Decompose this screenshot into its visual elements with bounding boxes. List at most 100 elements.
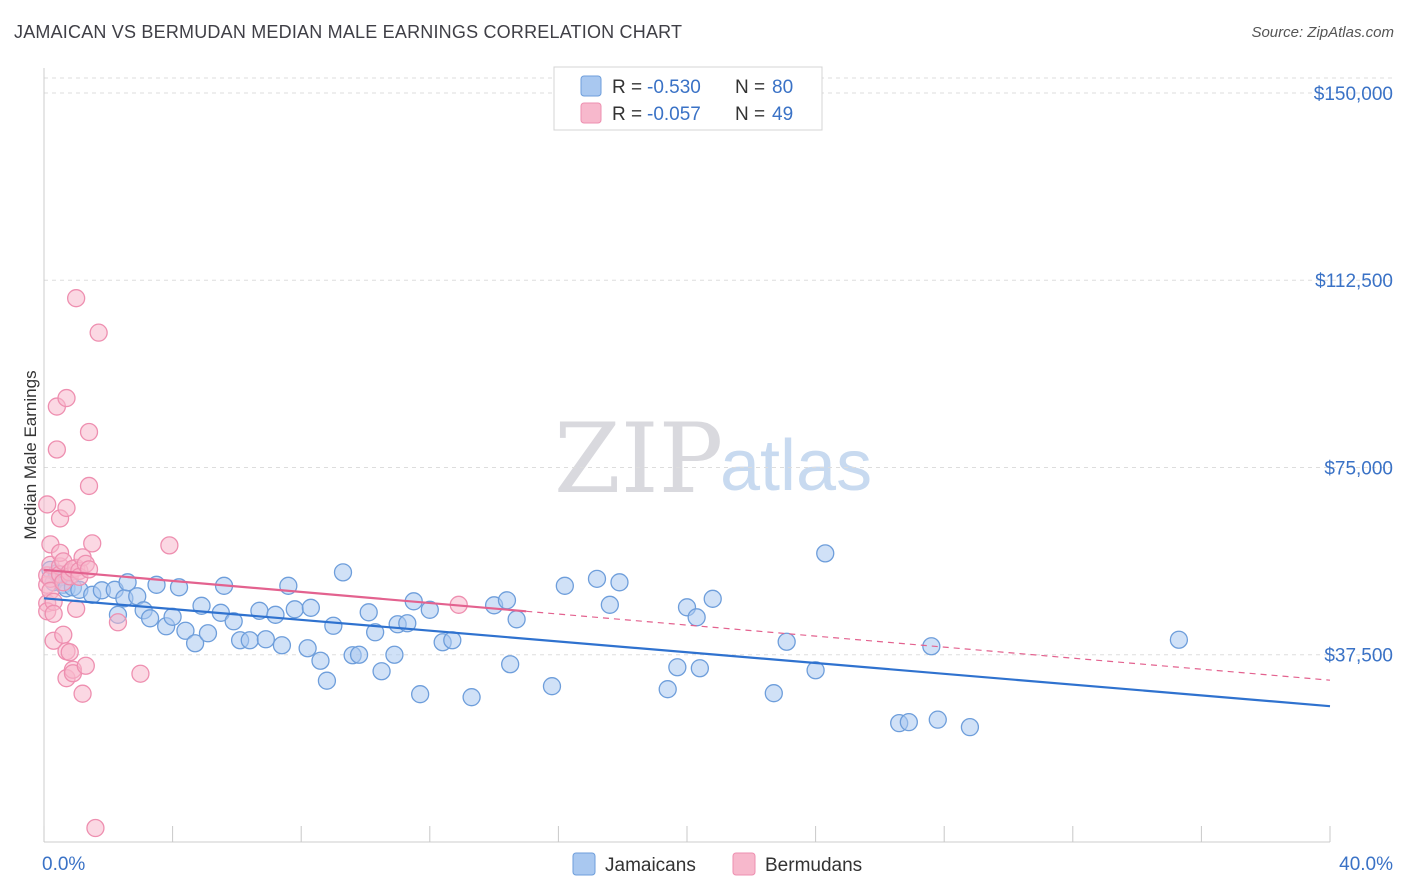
y-axis-label: Median Male Earnings	[21, 370, 40, 539]
chart-source: Source: ZipAtlas.com	[1251, 24, 1394, 41]
jamaican-point	[176, 621, 195, 640]
y-tick-label: $112,500	[1315, 271, 1393, 292]
jamaican-point	[256, 630, 275, 649]
y-tick-label: $75,000	[1324, 458, 1393, 479]
jamaican-point	[816, 544, 835, 563]
legend-r-label-bermudans: R =	[612, 104, 642, 125]
jamaican-point	[501, 655, 520, 674]
bermudan-point	[57, 498, 76, 518]
jamaican-point	[764, 684, 783, 703]
bermudan-point	[47, 440, 67, 459]
bermudan-point	[76, 656, 95, 675]
y-tick-label: $150,000	[1314, 84, 1393, 105]
x-tick-label-max: 40.0%	[1339, 854, 1393, 875]
legend-swatch-bermudans	[580, 102, 602, 124]
jamaican-point	[922, 637, 941, 656]
bermudan-point	[57, 388, 76, 408]
jamaican-point	[443, 631, 462, 650]
jamaican-point	[349, 645, 369, 664]
legend-bottom-swatch-bermudans	[732, 852, 756, 876]
jamaican-point	[285, 600, 304, 619]
legend-top: R = -0.530 N = 80 R = -0.057 N = 49	[553, 66, 823, 131]
jamaican-trend-line	[43, 597, 1331, 708]
watermark: ZIP atlas	[554, 403, 872, 515]
bermudan-point	[86, 818, 105, 838]
bermudan-point	[54, 625, 73, 644]
jamaican-point	[420, 600, 439, 619]
watermark-atlas: atlas	[720, 426, 872, 506]
bermudan-point	[83, 534, 102, 553]
x-tick-label-min: 0.0%	[42, 854, 85, 875]
jamaican-point	[411, 685, 430, 704]
jamaican-point	[1169, 630, 1189, 649]
jamaican-point	[690, 659, 710, 678]
chart-title: JAMAICAN VS BERMUDAN MEDIAN MALE EARNING…	[14, 22, 683, 42]
bermudan-point	[89, 323, 108, 342]
jamaican-point	[462, 688, 481, 707]
legend-n-label-jamaicans: N =	[735, 77, 765, 98]
jamaican-point	[298, 639, 317, 658]
axes	[43, 68, 1331, 843]
jamaican-point	[311, 651, 330, 670]
bermudan-trend-line	[43, 568, 527, 613]
bermudan-point	[131, 664, 150, 683]
legend-n-label-bermudans: N =	[735, 104, 765, 125]
legend-bottom: Jamaicans Bermudans	[572, 852, 862, 876]
bermudan-point	[38, 495, 57, 514]
bermudan-point	[79, 422, 99, 442]
trend-lines	[43, 568, 1331, 708]
jamaican-point	[777, 632, 796, 651]
jamaican-point	[372, 662, 391, 681]
jamaican-point	[266, 605, 285, 624]
bermudan-point	[67, 289, 86, 308]
jamaican-point	[658, 680, 677, 699]
jamaican-point	[507, 610, 526, 629]
jamaican-point	[960, 717, 980, 737]
bermudan-point	[73, 684, 92, 703]
legend-r-label-jamaicans: R =	[612, 77, 642, 98]
jamaican-point	[587, 569, 607, 588]
jamaican-point	[185, 634, 205, 653]
jamaican-point	[555, 576, 574, 595]
jamaican-point	[324, 616, 343, 635]
jamaican-point	[687, 608, 706, 627]
legend-n-value-bermudans: 49	[772, 104, 793, 125]
jamaican-point	[899, 713, 918, 732]
jamaican-point	[385, 645, 404, 664]
bermudan-trend-extension	[526, 610, 1331, 681]
legend-r-value-bermudans: -0.057	[647, 104, 701, 125]
grid-lines	[44, 77, 1394, 656]
legend-swatch-jamaicans	[580, 75, 602, 97]
jamaican-point	[169, 578, 189, 597]
jamaican-point	[198, 624, 218, 643]
y-tick-labels: $37,500 $75,000 $112,500 $150,000	[1314, 84, 1393, 667]
bermudan-point	[67, 599, 86, 618]
jamaican-point	[600, 595, 619, 614]
legend-r-value-jamaicans: -0.530	[647, 77, 701, 98]
jamaican-point	[224, 612, 243, 631]
bermudan-point	[79, 476, 99, 496]
data-points	[38, 289, 1189, 838]
legend-bottom-label-jamaicans: Jamaicans	[605, 855, 696, 876]
watermark-zip: ZIP	[554, 403, 723, 515]
jamaican-point	[240, 631, 259, 650]
jamaican-point	[333, 563, 353, 582]
jamaican-point	[806, 661, 825, 680]
legend-bottom-swatch-jamaicans	[572, 852, 596, 876]
jamaican-point	[272, 636, 292, 655]
bermudan-point	[108, 613, 128, 632]
jamaican-point	[140, 609, 160, 628]
jamaican-point	[610, 573, 629, 592]
jamaican-point	[703, 589, 722, 608]
legend-n-value-jamaicans: 80	[772, 77, 793, 98]
jamaican-point	[317, 671, 337, 690]
legend-bottom-label-bermudans: Bermudans	[765, 855, 862, 876]
jamaican-point	[928, 710, 947, 729]
bermudan-point	[44, 604, 63, 623]
jamaican-point	[359, 603, 378, 622]
bermudan-point	[160, 536, 179, 555]
jamaican-point	[163, 607, 182, 626]
jamaican-point	[497, 591, 517, 610]
y-tick-label: $37,500	[1324, 646, 1393, 667]
